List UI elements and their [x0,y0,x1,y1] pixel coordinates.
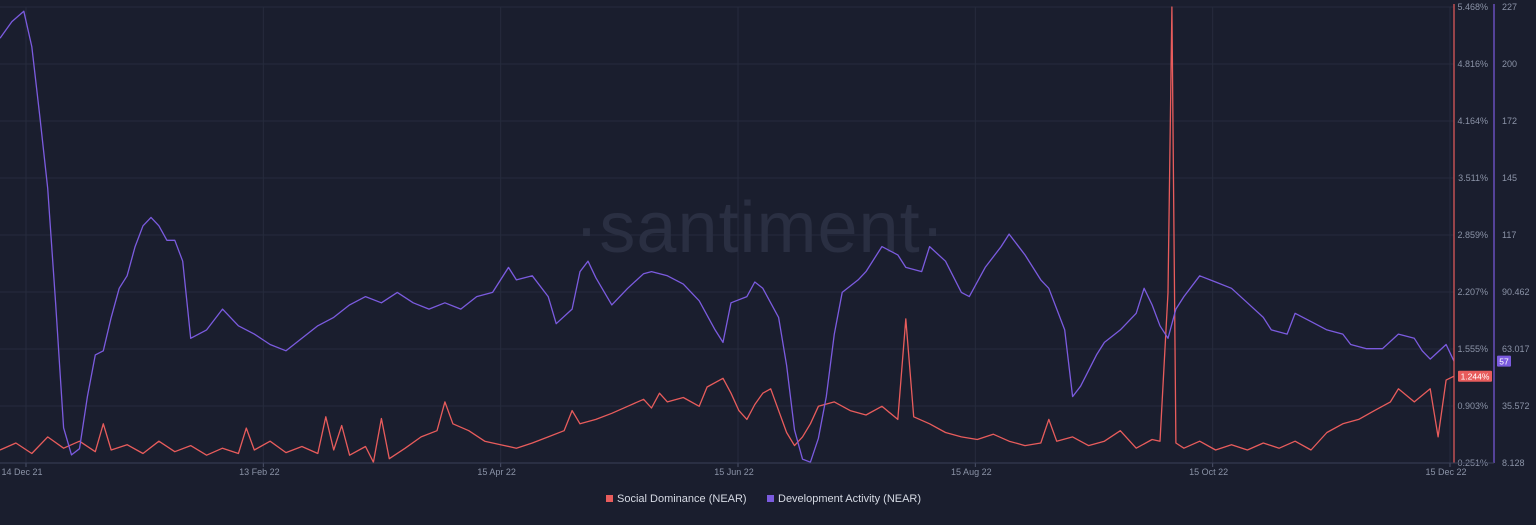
x-axis-tick-label: 15 Aug 22 [951,467,992,477]
right-axis-tick-label: 145 [1502,173,1517,183]
right-axis-tick-label: 8.128 [1502,458,1525,468]
x-axis-tick-label: 15 Jun 22 [714,467,754,477]
axis-layer: 5.468% 227 4.816% 200 4.164% 172 3.511% 145 2.85… [0,2,1530,477]
x-axis-tick-label: 14 Dec 21 [1,467,42,477]
right-axis-tick-label: 200 [1502,59,1517,69]
right-axis-tick-label: 35.572 [1502,401,1530,411]
watermark: ·santiment· [574,188,945,268]
series-line-social-dominance [0,6,1455,463]
left-axis-tick-label: 4.816% [1457,59,1488,69]
legend-label: Social Dominance (NEAR) [617,493,747,505]
grid [0,6,1454,464]
current-value-label-right: 57 [1499,357,1509,367]
current-value-badge-right [1497,355,1511,367]
x-axis-tick-label: 15 Dec 22 [1425,467,1466,477]
x-axis-tick-label: 15 Oct 22 [1189,467,1228,477]
left-axis-tick-label: 4.164% [1457,116,1488,126]
legend-label: Development Activity (NEAR) [778,493,921,505]
legend[interactable]: Social Dominance (NEAR) Development Activ… [606,493,921,505]
right-axis-tick-label: 63.017 [1502,344,1530,354]
legend-swatch [606,495,613,502]
current-value-label-left: 1.244% [1461,372,1490,382]
legend-swatch [767,495,774,502]
series-line-development-activity [0,10,1455,463]
left-axis-tick-label: 1.555% [1457,344,1488,354]
series-layer [0,6,1455,463]
right-axis-tick-label: 172 [1502,116,1517,126]
right-axis-tick-label: 90.462 [1502,287,1530,297]
right-axis-tick-label: 227 [1502,2,1517,12]
left-axis-tick-label: 2.207% [1457,287,1488,297]
left-axis-tick-label: 5.468% [1457,2,1488,12]
left-axis-tick-label: 2.859% [1457,230,1488,240]
x-axis-tick-label: 15 Apr 22 [477,467,516,477]
current-value-badge-left [1458,370,1492,382]
x-axis-tick-label: 13 Feb 22 [239,467,280,477]
left-axis-tick-label: 0.903% [1457,401,1488,411]
right-axis-tick-label: 117 [1502,230,1516,240]
left-axis-tick-label: 3.511% [1458,173,1488,183]
